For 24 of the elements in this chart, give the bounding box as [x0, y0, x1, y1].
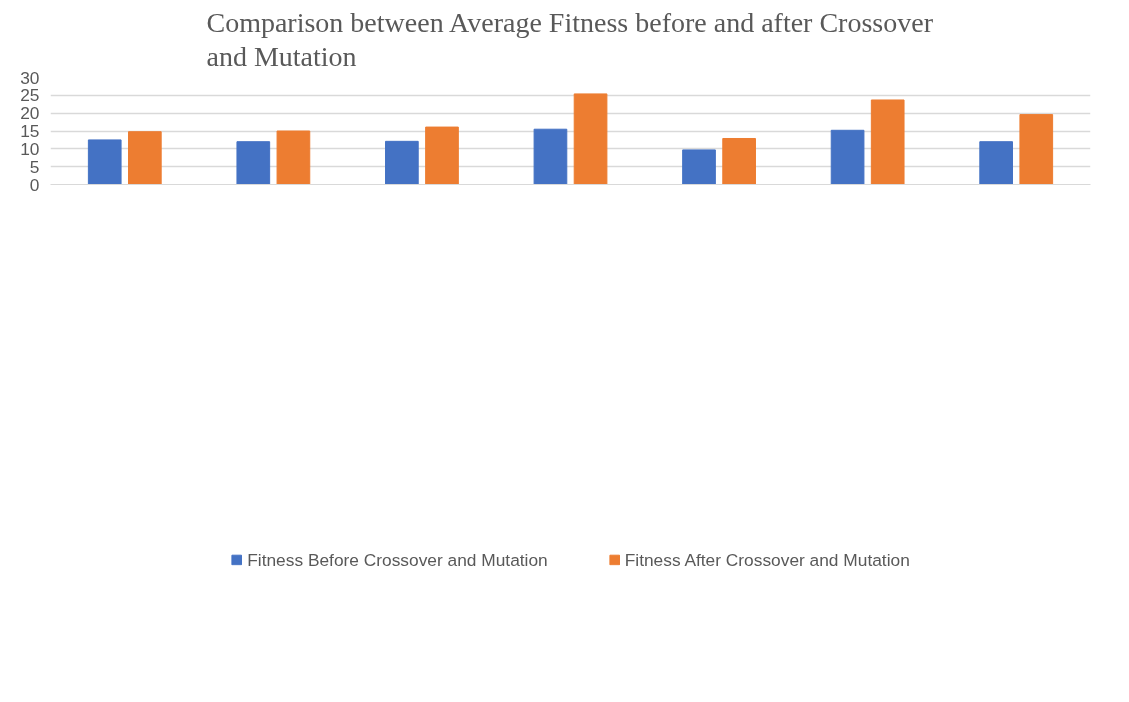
bar: [1019, 114, 1054, 185]
bar: [236, 141, 271, 185]
bar: [870, 99, 905, 185]
bar: [128, 131, 162, 185]
bar: [979, 141, 1013, 185]
bar: [573, 93, 608, 185]
y-tick-label: 30: [20, 67, 40, 88]
y-tick-label: 5: [29, 156, 40, 177]
y-tick-label: 25: [20, 85, 40, 106]
bar: [276, 130, 311, 185]
bar: [385, 140, 419, 185]
y-tick-label: 15: [20, 121, 40, 141]
chart-title: Comparison between Average Fitness before and after Crossover and Mutation: [206, 7, 934, 73]
legend-label: Fitness After Crossover and Mutation: [624, 549, 910, 571]
bar: [682, 149, 716, 185]
bar: [87, 139, 122, 185]
y-tick-label: 0: [29, 174, 40, 195]
bar: [722, 137, 756, 185]
bar: [830, 129, 865, 185]
y-tick-label: 20: [20, 103, 40, 124]
bar: [533, 128, 568, 185]
bar: [425, 126, 459, 185]
y-tick-label: 10: [20, 138, 40, 159]
legend-label: Fitness Before Crossover and Mutation: [247, 549, 548, 571]
